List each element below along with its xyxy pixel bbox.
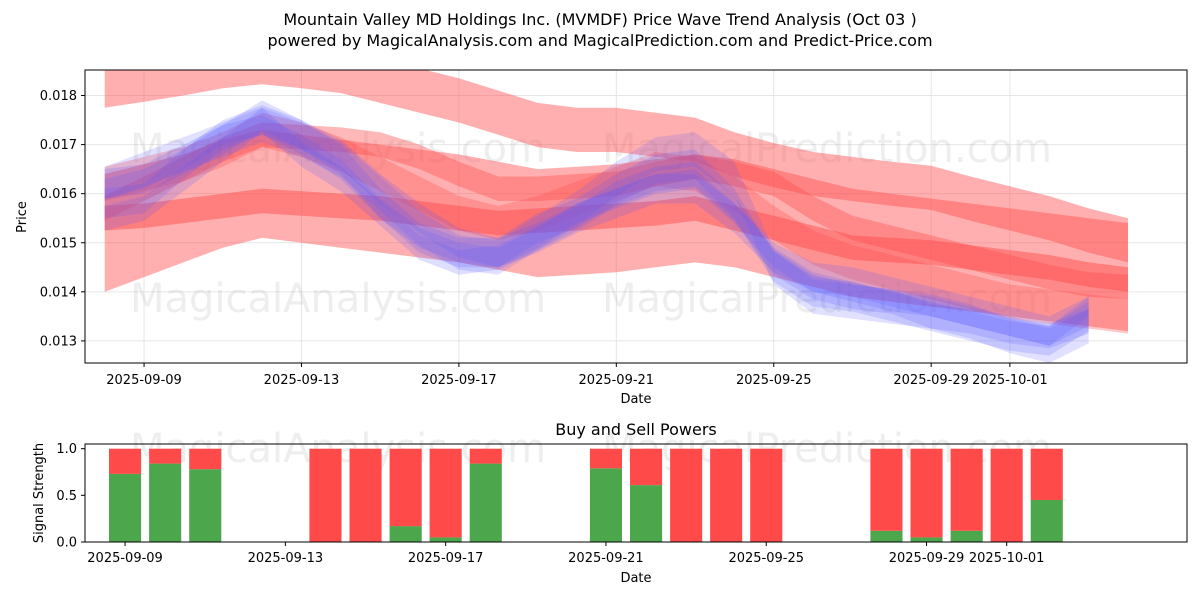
price-x-tick-label: 2025-10-01 xyxy=(972,373,1048,388)
watermark-text: MagicalPrediction.com xyxy=(602,276,1052,322)
buy-bar xyxy=(630,485,663,542)
price-wave-band-blue xyxy=(104,115,1089,346)
signal-x-tick-label: 2025-09-25 xyxy=(728,551,804,566)
price-x-tick-label: 2025-09-13 xyxy=(264,373,340,388)
sell-bar xyxy=(149,448,182,464)
sell-bar xyxy=(870,448,903,531)
price-wave-band-red xyxy=(104,70,1128,263)
watermark-text: MagicalPrediction.com xyxy=(602,426,1052,472)
buy-bar xyxy=(950,530,983,542)
signal-y-axis: 0.0 0.5 1.0 xyxy=(56,442,85,551)
price-chart: MagicalAnalysis.com MagicalPrediction.co… xyxy=(15,69,1188,407)
sell-bar xyxy=(429,448,462,538)
sell-bar xyxy=(389,448,422,527)
price-x-tick-label: 2025-09-17 xyxy=(421,373,497,388)
buy-bar xyxy=(589,468,622,542)
price-x-tick-label: 2025-09-09 xyxy=(106,373,182,388)
watermark-text: MagicalPrediction.com xyxy=(602,126,1052,172)
signal-y-tick-label: 0.5 xyxy=(56,489,77,504)
sell-bar xyxy=(950,448,983,531)
signal-y-tick-label: 1.0 xyxy=(56,442,77,457)
sell-bar xyxy=(990,448,1023,542)
signal-bars xyxy=(109,448,1063,542)
watermark-text: MagicalAnalysis.com xyxy=(130,276,546,322)
buy-bar xyxy=(389,526,422,542)
signal-y-axis-label: Signal Strength xyxy=(32,443,47,543)
sell-bar xyxy=(349,448,382,542)
price-y-axis: 0.013 0.014 0.015 0.016 0.017 0.018 xyxy=(40,89,85,349)
sell-bar xyxy=(469,448,502,464)
price-x-tick-label: 2025-09-21 xyxy=(579,373,655,388)
sell-bar xyxy=(189,448,222,470)
signal-x-tick-label: 2025-09-29 xyxy=(889,551,965,566)
sell-bar xyxy=(670,448,703,542)
sell-bar xyxy=(109,448,142,474)
signal-plot-frame xyxy=(84,443,1188,543)
signal-x-tick-label: 2025-09-09 xyxy=(87,551,163,566)
sell-bar xyxy=(910,448,943,538)
sell-bar xyxy=(750,448,783,542)
signal-x-tick-label: 2025-10-01 xyxy=(969,551,1045,566)
price-y-axis-label: Price xyxy=(15,201,30,233)
sell-bar xyxy=(630,448,663,486)
chart-subtitle: powered by MagicalAnalysis.com and Magic… xyxy=(267,31,933,50)
price-y-tick-label: 0.017 xyxy=(40,138,77,153)
price-wave-band-blue xyxy=(104,105,1089,356)
price-y-tick-label: 0.016 xyxy=(40,187,77,202)
signal-chart: Buy and Sell Powers MagicalAnalysis.com … xyxy=(32,420,1188,586)
signal-x-axis: 2025-09-09 2025-09-13 2025-09-17 2025-09-21… xyxy=(87,542,1044,566)
price-x-tick-label: 2025-09-25 xyxy=(736,373,812,388)
price-watermarks: MagicalAnalysis.com MagicalPrediction.co… xyxy=(130,126,1052,322)
buy-bar xyxy=(469,463,502,542)
signal-y-tick-label: 0.0 xyxy=(56,536,77,551)
price-y-tick-label: 0.014 xyxy=(40,285,77,300)
signal-x-tick-label: 2025-09-21 xyxy=(568,551,644,566)
buy-bar xyxy=(189,469,222,542)
signal-x-tick-label: 2025-09-17 xyxy=(408,551,484,566)
price-wave-bands xyxy=(104,70,1128,363)
price-wave-band-blue xyxy=(104,100,1089,346)
price-wave-band-red xyxy=(104,112,1128,334)
price-plot-frame xyxy=(84,69,1188,364)
price-wave-band-blue xyxy=(104,107,1089,363)
price-wave-band-blue xyxy=(104,107,1089,349)
buy-bar xyxy=(109,473,142,542)
watermark-text: MagicalAnalysis.com xyxy=(130,126,546,172)
price-y-tick-label: 0.015 xyxy=(40,236,77,251)
price-x-tick-label: 2025-09-29 xyxy=(893,373,969,388)
signal-x-tick-label: 2025-09-13 xyxy=(248,551,324,566)
chart-title: Mountain Valley MD Holdings Inc. (MVMDF)… xyxy=(283,10,917,29)
sell-bar xyxy=(1030,448,1063,500)
price-x-axis-label: Date xyxy=(620,392,651,407)
price-y-tick-label: 0.013 xyxy=(40,334,77,349)
sell-bar xyxy=(710,448,743,542)
price-x-axis: 2025-09-09 2025-09-13 2025-09-17 2025-09-21… xyxy=(106,363,1048,388)
price-wave-band-red xyxy=(104,122,1128,300)
signal-chart-title: Buy and Sell Powers xyxy=(555,420,717,439)
buy-bar xyxy=(870,530,903,542)
signal-x-axis-label: Date xyxy=(620,571,651,586)
price-wave-band-red xyxy=(104,188,1128,292)
price-wave-band-red xyxy=(104,129,1128,332)
buy-bar xyxy=(149,463,182,542)
sell-bar xyxy=(589,448,622,469)
buy-bar xyxy=(1030,500,1063,542)
price-y-tick-label: 0.018 xyxy=(40,89,77,104)
sell-bar xyxy=(309,448,342,542)
buy-bar xyxy=(429,537,462,542)
buy-bar xyxy=(910,537,943,542)
